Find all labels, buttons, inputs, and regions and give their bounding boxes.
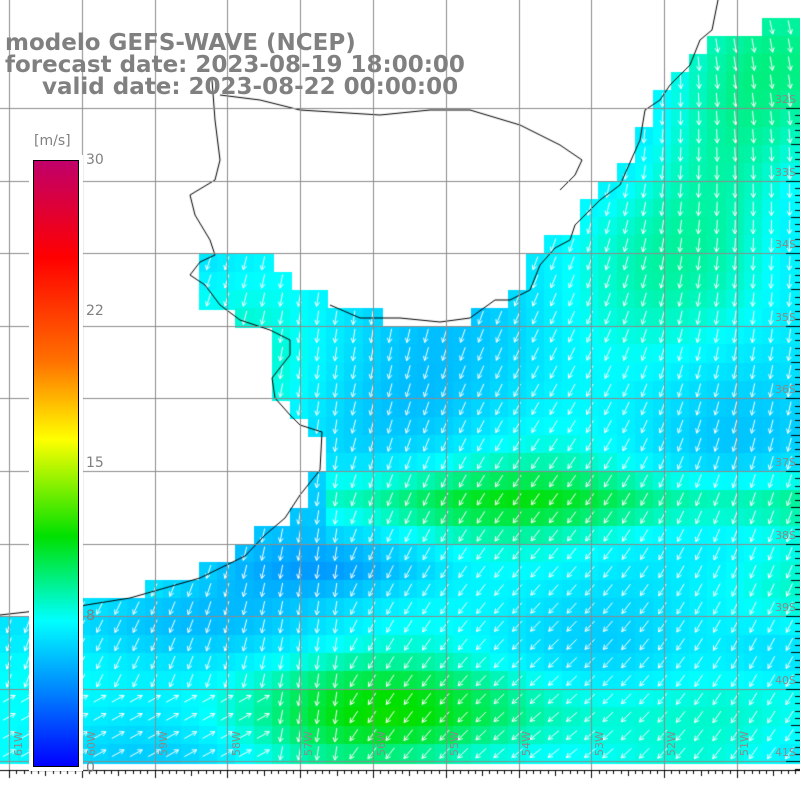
latitude-label: 37S <box>775 456 796 469</box>
longitude-label: 59W <box>157 731 171 756</box>
longitude-label: 55W <box>447 731 461 756</box>
latitude-label: 33S <box>775 165 796 179</box>
longitude-label: 58W <box>229 731 243 756</box>
latitude-label: 38S <box>775 528 796 542</box>
latitude-label: 39S <box>775 601 796 615</box>
colorbar-tick: 0 <box>86 760 95 776</box>
latitude-label: 35S <box>775 310 796 324</box>
longitude-label: 51W <box>738 731 751 756</box>
latitude-label: 32S <box>775 93 796 106</box>
colorbar-tick: 30 <box>86 152 104 168</box>
valid-date: valid date: 2023-08-22 00:00:00 <box>42 74 459 100</box>
longitude-label: 56W <box>375 731 388 756</box>
longitude-label: 57W <box>302 731 316 756</box>
latitude-label: 41S <box>775 746 796 760</box>
colorbar-tick: 15 <box>86 455 104 471</box>
forecast-date: forecast date: 2023-08-19 18:00:00 <box>5 52 465 78</box>
colorbar-unit: [m/s] <box>34 133 71 149</box>
latitude-label: 40S <box>775 673 796 687</box>
longitude-label: 60W <box>84 731 98 756</box>
longitude-label: 52W <box>665 731 679 756</box>
colorbar-tick: 22 <box>86 303 104 319</box>
model-title: modelo GEFS-WAVE (NCEP) <box>5 30 356 56</box>
colorbar <box>33 160 79 767</box>
latitude-label: 34S <box>775 238 796 252</box>
longitude-label: 54W <box>520 731 534 756</box>
longitude-label: 53W <box>592 731 606 756</box>
longitude-label: 61W <box>12 731 25 756</box>
latitude-label: 36S <box>775 383 796 397</box>
colorbar-tick: 8 <box>86 608 95 624</box>
